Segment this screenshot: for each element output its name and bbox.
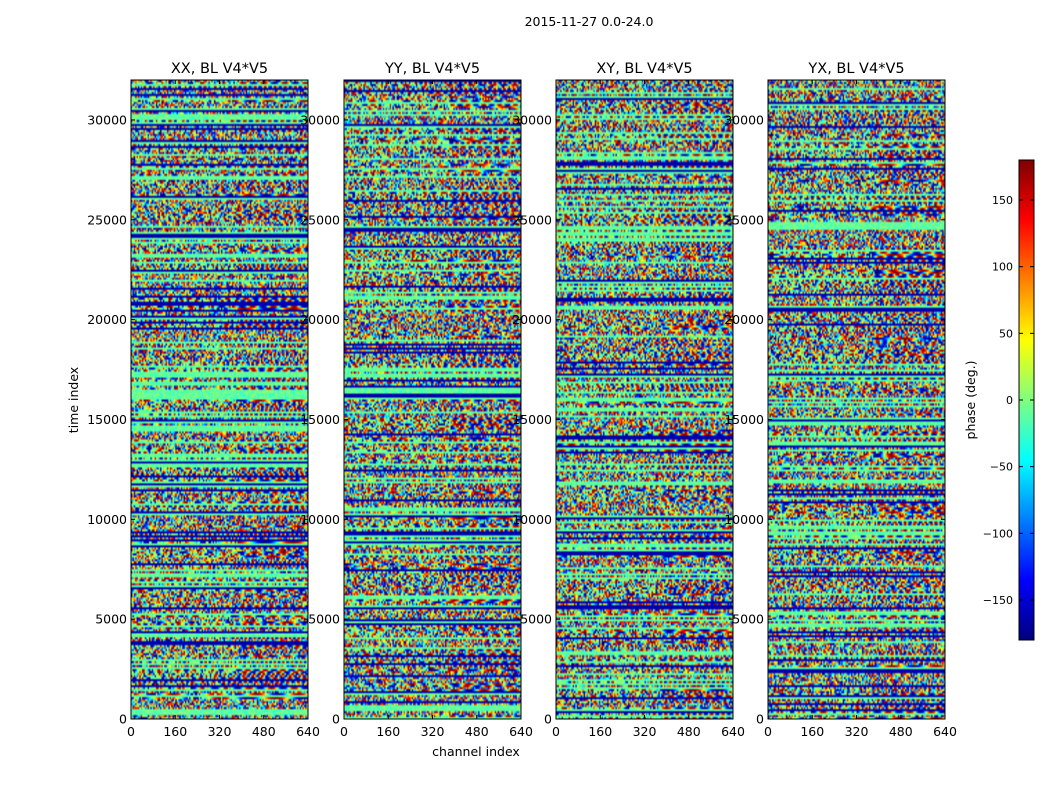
phase-heatmap-yx	[768, 80, 945, 719]
y-tick-label: 25000	[87, 212, 127, 227]
colorbar-tick-label: 100	[992, 261, 1013, 274]
y-tick-label: 10000	[512, 512, 552, 527]
y-tick-label: 30000	[300, 112, 340, 127]
panel-title: YX, BL V4*V5	[807, 61, 904, 77]
panel-xx: XX, BL V4*V5 0 160 320 480 640 0 5000 10000 15000…	[87, 61, 320, 739]
colorbar: 150 100 50 0 −50 −100 −150 phase (deg.)	[963, 159, 1035, 641]
colorbar-tick-label: 50	[999, 327, 1013, 340]
y-tick-label: 25000	[512, 212, 552, 227]
colorbar-tick-label: −100	[983, 527, 1013, 540]
x-tick-label: 0	[552, 724, 560, 739]
x-tick-label: 640	[933, 724, 957, 739]
x-tick-label: 320	[421, 724, 445, 739]
x-tick-label: 160	[800, 724, 824, 739]
colorbar-ticks: 150 100 50 0 −50 −100 −150	[983, 194, 1034, 607]
y-axis-label: time index	[66, 367, 81, 433]
y-tick-label: 0	[119, 712, 127, 727]
x-axis-label: channel index	[432, 744, 520, 759]
x-tick-label: 480	[252, 724, 276, 739]
y-tick-label: 15000	[300, 412, 340, 427]
y-tick-label: 0	[756, 712, 764, 727]
x-tick-label: 160	[376, 724, 400, 739]
y-tick-label: 10000	[87, 512, 127, 527]
phase-heatmap-xy	[556, 80, 733, 719]
x-tick-label: 0	[127, 724, 135, 739]
y-tick-label: 20000	[724, 312, 764, 327]
panel-title: XX, BL V4*V5	[171, 61, 268, 77]
colorbar-label: phase (deg.)	[963, 361, 978, 440]
y-tick-label: 25000	[724, 212, 764, 227]
x-tick-label: 320	[208, 724, 232, 739]
y-tick-label: 15000	[512, 412, 552, 427]
x-tick-label: 640	[721, 724, 745, 739]
x-tick-label: 160	[588, 724, 612, 739]
x-tick-label: 480	[677, 724, 701, 739]
figure-suptitle: 2015-11-27 0.0-24.0	[525, 14, 654, 29]
y-tick-label: 15000	[724, 412, 764, 427]
panel-yx: YX, BL V4*V5 0 160 320 480 640 0 5000 10000 15000…	[724, 61, 957, 739]
x-tick-label: 480	[465, 724, 489, 739]
panels-group: XX, BL V4*V5 0 160 320 480 640 0 5000 10000 15000…	[87, 61, 957, 739]
x-tick-label: 0	[340, 724, 348, 739]
y-tick-label: 0	[544, 712, 552, 727]
colorbar-tick-label: −150	[983, 594, 1013, 607]
panel-title: XY, BL V4*V5	[596, 61, 692, 77]
y-tick-label: 25000	[300, 212, 340, 227]
x-tick-label: 480	[889, 724, 913, 739]
phase-heatmap-xx	[131, 80, 308, 719]
x-tick-label: 640	[509, 724, 533, 739]
y-tick-label: 30000	[512, 112, 552, 127]
y-tick-label: 5000	[95, 612, 127, 627]
y-tick-label: 30000	[87, 112, 127, 127]
y-tick-label: 0	[332, 712, 340, 727]
y-tick-label: 15000	[87, 412, 127, 427]
phase-heatmap-yy	[344, 80, 521, 719]
y-tick-label: 20000	[512, 312, 552, 327]
panel-xy: XY, BL V4*V5 0 160 320 480 640 0 5000 10000 15000…	[512, 61, 745, 739]
x-tick-label: 320	[845, 724, 869, 739]
panel-yy: YY, BL V4*V5 0 160 320 480 640 0 5000 10000 15000…	[300, 61, 533, 739]
y-tick-label: 5000	[308, 612, 340, 627]
y-tick-label: 10000	[724, 512, 764, 527]
y-tick-label: 5000	[520, 612, 552, 627]
y-tick-label: 5000	[732, 612, 764, 627]
colorbar-tick-label: −50	[990, 461, 1013, 474]
y-tick-label: 20000	[87, 312, 127, 327]
x-tick-label: 640	[296, 724, 320, 739]
x-tick-label: 320	[633, 724, 657, 739]
y-tick-label: 10000	[300, 512, 340, 527]
x-tick-label: 160	[163, 724, 187, 739]
y-tick-label: 20000	[300, 312, 340, 327]
colorbar-tick-label: 0	[1006, 394, 1013, 407]
x-tick-label: 0	[764, 724, 772, 739]
panel-title: YY, BL V4*V5	[384, 61, 480, 77]
y-tick-label: 30000	[724, 112, 764, 127]
colorbar-tick-label: 150	[992, 194, 1013, 207]
